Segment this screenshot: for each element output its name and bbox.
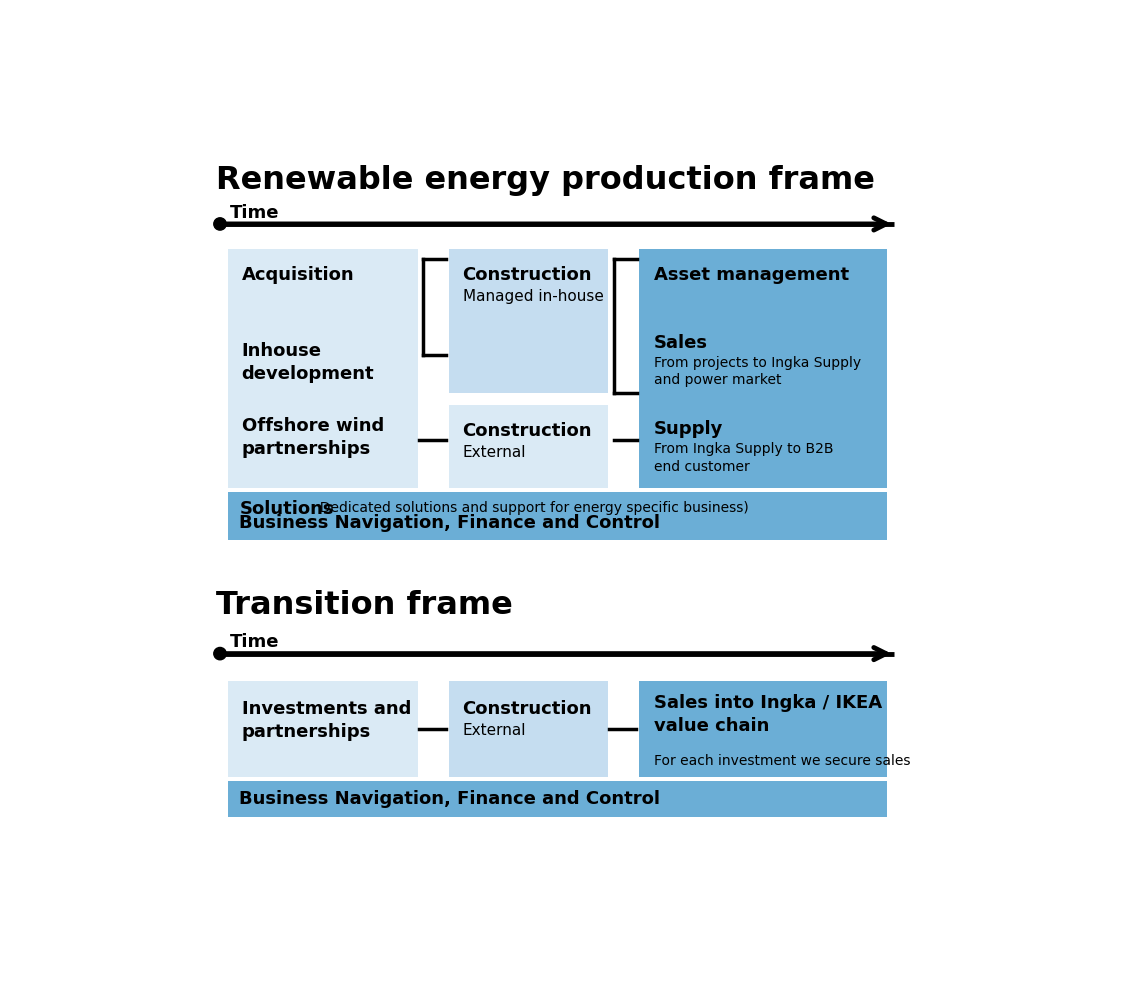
- Text: Acquisition: Acquisition: [242, 266, 355, 284]
- FancyBboxPatch shape: [228, 492, 887, 540]
- Text: From projects to Ingka Supply
and power market: From projects to Ingka Supply and power …: [654, 356, 861, 387]
- FancyBboxPatch shape: [228, 781, 887, 817]
- Text: Construction: Construction: [463, 422, 592, 440]
- Circle shape: [214, 647, 226, 660]
- Text: External: External: [463, 445, 526, 460]
- FancyBboxPatch shape: [449, 249, 608, 393]
- Text: External: External: [463, 723, 526, 738]
- FancyBboxPatch shape: [449, 405, 608, 488]
- Text: From Ingka Supply to B2B
end customer: From Ingka Supply to B2B end customer: [654, 442, 833, 474]
- Text: Construction: Construction: [463, 266, 592, 284]
- FancyBboxPatch shape: [638, 681, 887, 777]
- Text: Dedicated solutions and support for energy specific business): Dedicated solutions and support for ener…: [311, 501, 749, 515]
- Text: Time: Time: [230, 633, 279, 651]
- FancyBboxPatch shape: [449, 681, 608, 777]
- Text: Transition frame: Transition frame: [217, 590, 513, 621]
- Circle shape: [214, 218, 226, 230]
- Text: Supply: Supply: [654, 420, 724, 438]
- FancyBboxPatch shape: [638, 249, 887, 488]
- FancyBboxPatch shape: [228, 249, 417, 488]
- Text: Business Navigation, Finance and Control: Business Navigation, Finance and Control: [239, 514, 660, 532]
- Text: Time: Time: [230, 204, 279, 222]
- Text: Sales: Sales: [654, 334, 708, 352]
- Text: Renewable energy production frame: Renewable energy production frame: [217, 165, 876, 196]
- Text: Offshore wind
partnerships: Offshore wind partnerships: [242, 417, 384, 458]
- Text: Inhouse
development: Inhouse development: [242, 342, 374, 383]
- Text: Sales into Ingka / IKEA
value chain: Sales into Ingka / IKEA value chain: [654, 694, 882, 735]
- Text: For each investment we secure sales: For each investment we secure sales: [654, 754, 911, 768]
- Text: Asset management: Asset management: [654, 266, 849, 284]
- Text: Construction: Construction: [463, 700, 592, 718]
- Text: Business Navigation, Finance and Control: Business Navigation, Finance and Control: [239, 790, 660, 808]
- Text: Managed in-house: Managed in-house: [463, 289, 603, 304]
- Text: Solutions: Solutions: [239, 500, 334, 518]
- FancyBboxPatch shape: [228, 681, 417, 777]
- Text: Investments and
partnerships: Investments and partnerships: [242, 700, 412, 741]
